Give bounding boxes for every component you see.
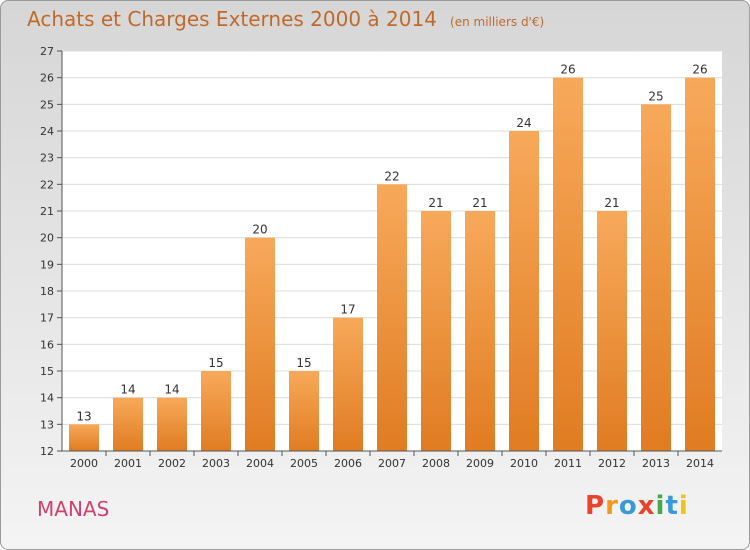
logo-letter: o [618,491,638,521]
y-tick-label: 22 [40,178,54,191]
value-label-2008: 21 [428,196,443,210]
x-tick-label: 2007 [378,457,406,470]
x-tick-label: 2002 [158,457,186,470]
bar-2013 [641,104,671,451]
logo-letter: t [665,491,679,521]
x-tick-label: 2001 [114,457,142,470]
value-label-2010: 24 [516,116,531,130]
commune-name: MANAS [37,497,110,521]
bar-2012 [597,211,627,451]
axes: 12 13 14 15 16 17 18 19 20 21 22 23 24 25 26 27 2000 2001… [40,45,722,470]
x-tick-label: 2012 [598,457,626,470]
value-label-2004: 20 [252,223,267,237]
value-label-2000: 13 [76,409,91,423]
y-tick-label: 27 [40,45,54,58]
x-tick-label: 2008 [422,457,450,470]
bar-2004 [245,237,275,451]
value-label-2002: 14 [164,383,179,397]
value-label-2001: 14 [120,383,135,397]
y-tick-label: 21 [40,205,54,218]
x-tick-label: 2011 [554,457,582,470]
y-tick-label: 13 [40,418,54,431]
logo-letter: P [585,491,606,521]
logo-letter: r [605,491,619,521]
title-row: Achats et Charges Externes 2000 à 2014 (… [27,7,544,31]
bar-2010 [509,131,539,451]
value-label-2009: 21 [472,196,487,210]
value-label-2013: 25 [648,89,663,103]
value-label-2014: 26 [692,63,707,77]
x-tick-label: 2010 [510,457,538,470]
bar-2005 [289,371,319,451]
x-tick-label: 2004 [246,457,274,470]
value-label-2006: 17 [340,303,355,317]
value-label-2005: 15 [296,356,311,370]
proxiti-logo[interactable]: Proxiti [585,491,689,521]
y-tick-label: 15 [40,365,54,378]
bar-2009 [465,211,495,451]
logo-letter: i [678,491,689,521]
y-tick-label: 17 [40,312,54,325]
bar-2002 [157,397,187,451]
x-tick-label: 2003 [202,457,230,470]
y-tick-label: 20 [40,232,54,245]
x-tick-label: 2000 [70,457,98,470]
bar-2011 [553,77,583,452]
value-label-2012: 21 [604,196,619,210]
bar-2006 [333,317,363,451]
y-tick-label: 26 [40,72,54,85]
chart-title: Achats et Charges Externes 2000 à 2014 [27,7,437,31]
x-tick-label: 2006 [334,457,362,470]
bar-2007 [377,184,407,452]
bar-2003 [201,371,231,451]
y-tick-label: 19 [40,258,54,271]
y-tick-label: 18 [40,285,54,298]
x-tick-label: 2005 [290,457,318,470]
value-label-2011: 26 [560,63,575,77]
chart-unit: (en milliers d'€) [450,15,545,29]
bar-2008 [421,211,451,451]
x-tick-label: 2009 [466,457,494,470]
logo-letter: i [655,491,666,521]
logo-letter: x [637,491,656,521]
y-tick-label: 16 [40,338,54,351]
bar-2001 [113,397,143,451]
x-tick-label: 2013 [642,457,670,470]
y-tick-label: 14 [40,392,54,405]
bar-2014 [685,77,715,452]
value-label-2007: 22 [384,169,399,183]
bar-2000 [69,424,99,451]
y-tick-label: 25 [40,98,54,111]
y-tick-label: 24 [40,125,54,138]
value-label-2003: 15 [208,356,223,370]
bars: 13 14 14 15 20 15 17 22 21 21 24 26 21 25 26 [69,63,715,452]
x-tick-label: 2014 [686,457,714,470]
y-tick-label: 12 [40,445,54,458]
y-tick-label: 23 [40,152,54,165]
